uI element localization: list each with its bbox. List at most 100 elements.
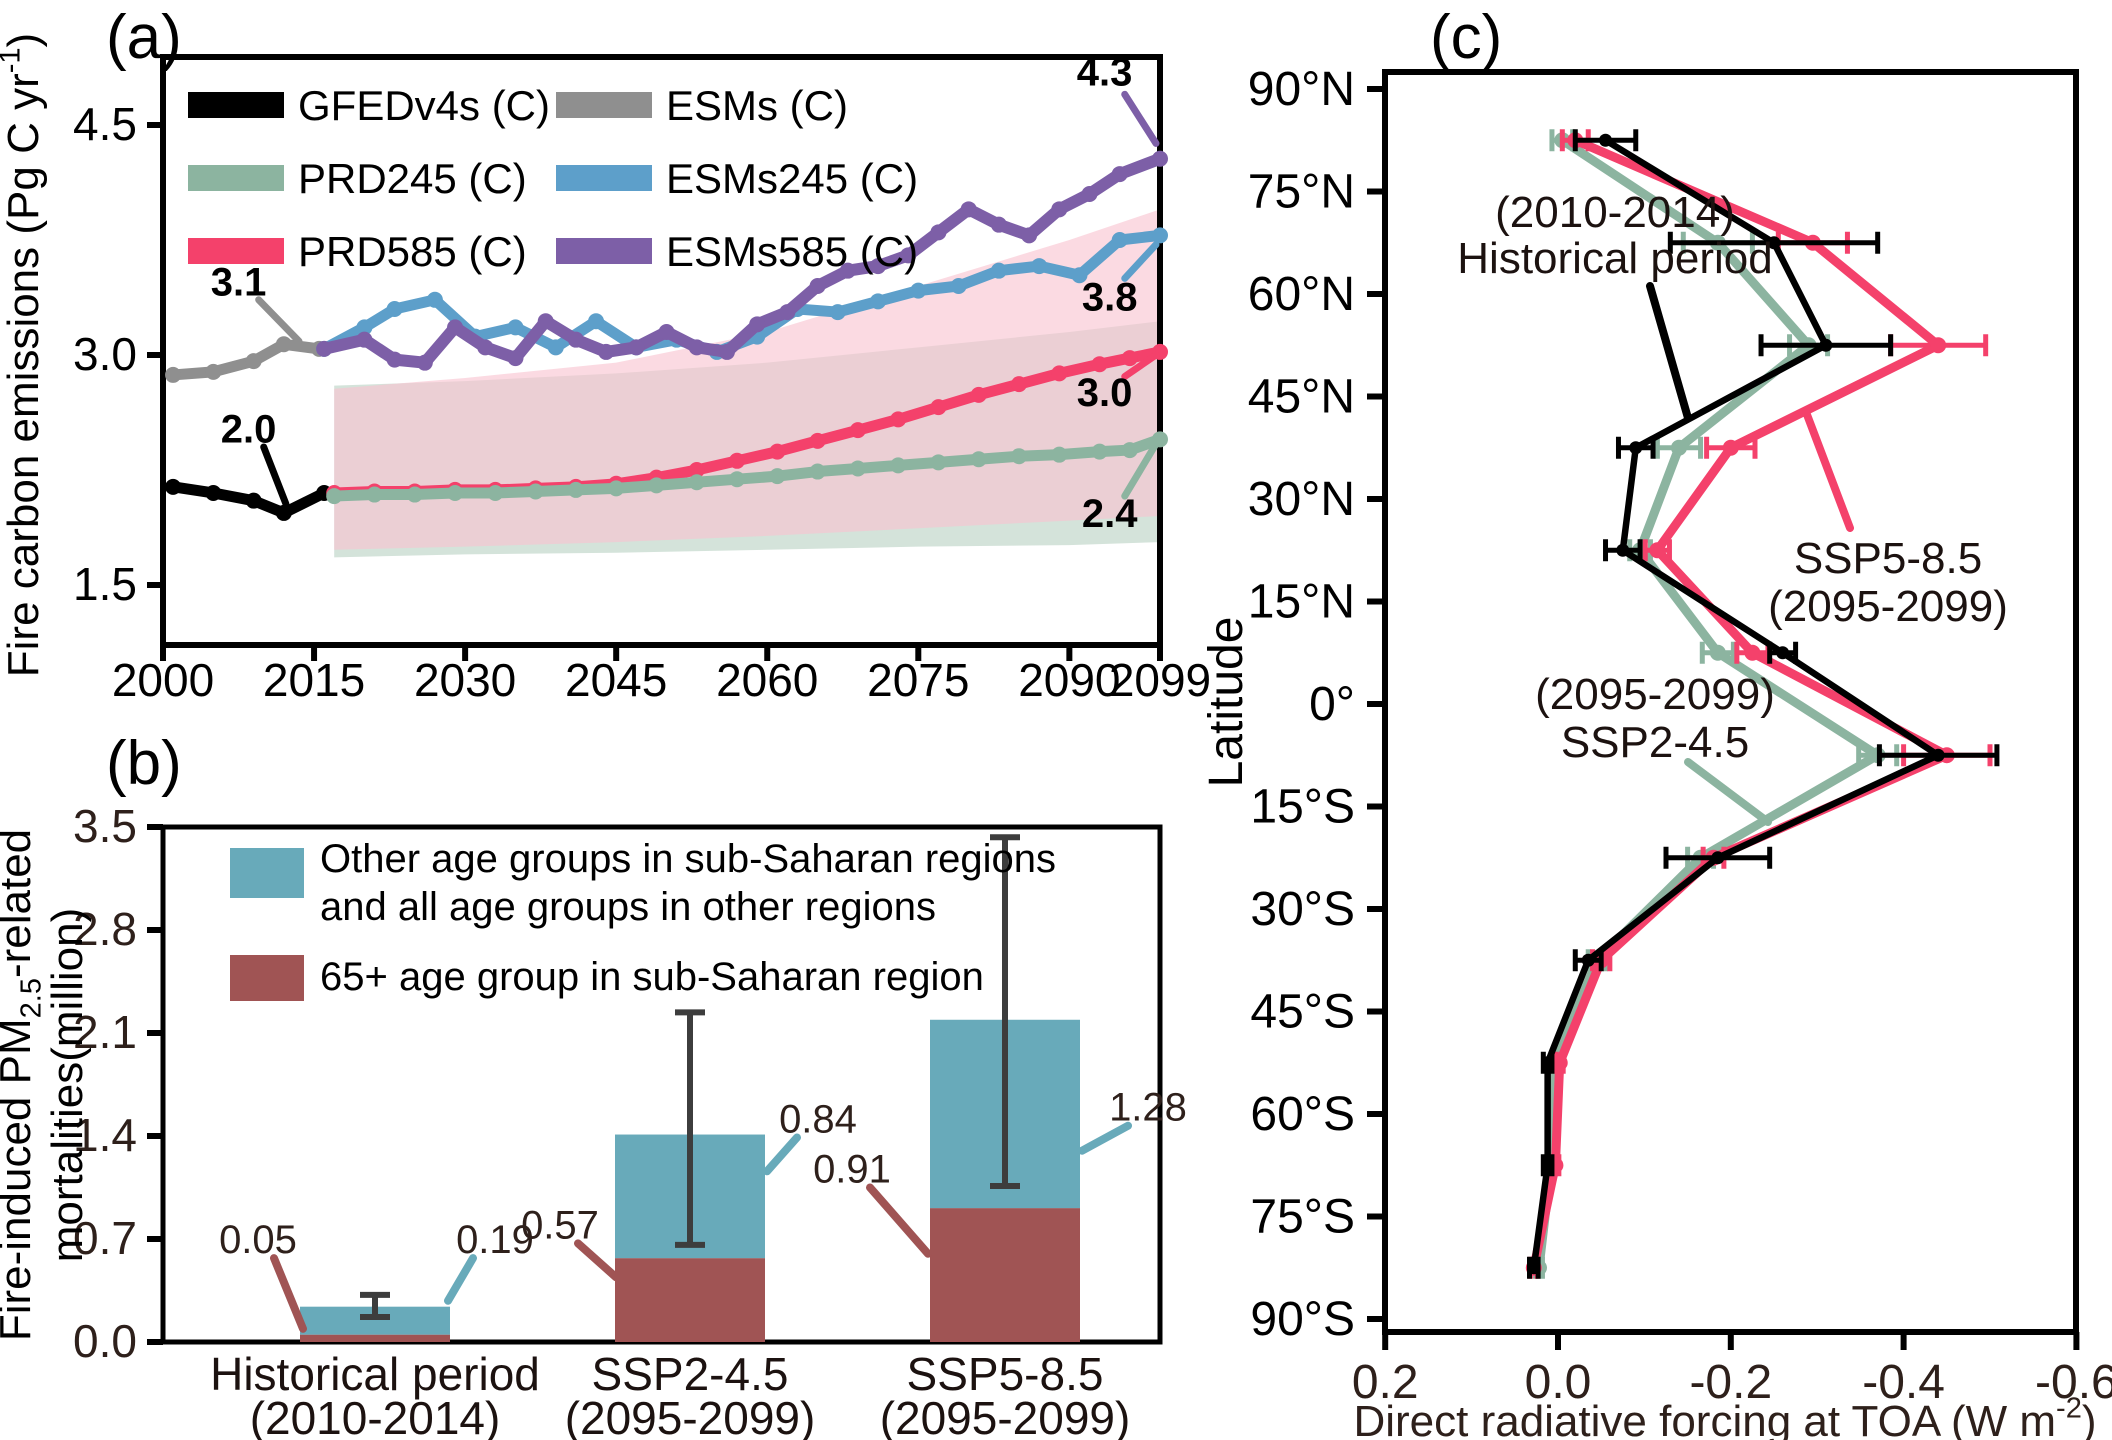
panel-c-point-historical-period-2010-2014 — [1767, 236, 1781, 250]
panel-a-xtick-label: 2000 — [112, 654, 214, 706]
panel-c-point-historical-period-2010-2014 — [1527, 1261, 1541, 1275]
panel-a-point-gfedv4s-c — [165, 478, 182, 495]
panel-a-ytick-label: 1.5 — [73, 558, 137, 610]
panel-a-point-gfedv4s-c — [205, 484, 222, 501]
panel-c-ytick-label: 90°N — [1248, 63, 1355, 116]
panel-c-point-ssp5-8-5-2095-2099 — [1649, 542, 1666, 559]
panel-c-annotation-connector — [1802, 408, 1854, 532]
panel-a-series-esms585-c — [316, 150, 1168, 371]
panel-a-point-esms585-c — [1021, 227, 1038, 244]
panel-a-point-esms585-c — [386, 351, 403, 368]
panel-a-point-esms245-c — [990, 262, 1007, 279]
panel-a-point-prd245-c — [970, 451, 987, 468]
panel-b-bar-group-historical-period — [300, 1291, 450, 1342]
panel-a-annotation-text-3-0: 3.0 — [1077, 371, 1133, 415]
panel-b-category-label-line1: SSP2-4.5 — [592, 1348, 789, 1400]
panel-c-point-ssp5-8-5-2095-2099 — [1744, 644, 1761, 661]
panel-c-ytick-label: 60°S — [1250, 1088, 1355, 1141]
panel-a-annotation-3-1: 3.1 — [211, 260, 303, 345]
panel-a-point-esms245-c — [829, 304, 846, 321]
panel-a-point-gfedv4s-c — [245, 492, 262, 509]
panel-b-bar-65plus — [930, 1208, 1080, 1342]
panel-c-annotation-connector — [1646, 282, 1692, 422]
panel-a-point-esms585-c — [598, 343, 615, 360]
panel-b-legend-swatch-65plus — [230, 955, 304, 1001]
panel-a-point-esms245-c — [910, 282, 927, 299]
panel-a-annotation-4-3: 4.3 — [1077, 50, 1160, 147]
panel-b-bar-65plus — [300, 1334, 450, 1342]
panel-b-value-connector-0-19 — [444, 1254, 477, 1305]
panel-b-category-label-line2: (2095-2099) — [565, 1392, 816, 1440]
panel-a-annotation-line-3-8 — [1121, 241, 1160, 282]
panel-a-point-esms585-c — [809, 278, 826, 295]
panel-a-point-prd245-c — [527, 483, 544, 500]
panel-a-point-esms-c — [275, 336, 292, 353]
panel-a-legend-label-esms-c: ESMs (C) — [666, 82, 848, 129]
panel-a-point-esms585-c — [447, 319, 464, 336]
panel-a-point-prd245-c — [1121, 442, 1138, 459]
panel-a-point-esms245-c — [950, 278, 967, 295]
panel-c-letter: (c) — [1430, 3, 1503, 72]
panel-a-point-prd245-c — [809, 463, 826, 480]
panel-a-annotation-3-8: 3.8 — [1082, 241, 1160, 320]
panel-a-legend-item-esms-c: ESMs (C) — [556, 82, 848, 129]
panel-c-point-historical-period-2010-2014 — [1711, 851, 1725, 865]
panel-c-xtick-label: -0.6 — [2035, 1356, 2112, 1409]
panel-c-ytick-label: 45°N — [1248, 371, 1355, 424]
panel-b-legend-swatch-other — [230, 848, 304, 898]
panel-a-line-prd245-c — [328, 433, 1166, 502]
panel-c-ytick-label: 15°S — [1250, 781, 1355, 834]
panel-a-legend-swatch-prd245-c — [188, 165, 284, 191]
panel-a-annotation-text-3-8: 3.8 — [1082, 276, 1138, 320]
panel-c-annotation-ssp5-8-5-2095-2099: SSP5-8.5(2095-2099) — [1768, 408, 2008, 631]
panel-a-legend-swatch-esms585-c — [556, 238, 652, 264]
panel-a-point-esms-c — [205, 363, 222, 380]
panel-a-legend-item-esms245-c: ESMs245 (C) — [556, 155, 918, 202]
panel-a-point-gfedv4s-c — [275, 504, 292, 521]
panel-c-annotation-text: (2010-2014) — [1495, 188, 1735, 237]
panel-a-point-prd245-c — [447, 484, 464, 501]
panel-b-legend-65plus-line1: 65+ age group in sub-Saharan region — [320, 955, 984, 999]
panel-c-y-axis-title: Latitude — [1200, 617, 1253, 788]
panel-a-xtick-label: 2075 — [867, 654, 969, 706]
panel-c-ytick-label: 30°N — [1248, 473, 1355, 526]
panel-b-ytick-label: 0.7 — [73, 1212, 137, 1264]
panel-a-legend-label-esms585-c: ESMs585 (C) — [666, 228, 918, 275]
panel-a-ytick-label: 3.0 — [73, 328, 137, 380]
panel-c-annotation-2095-2099-ssp2-4-5: (2095-2099)SSP2-4.5 — [1535, 670, 1775, 826]
panel-a-point-prd245-c — [406, 486, 423, 503]
panel-c-point-historical-period-2010-2014 — [1931, 748, 1945, 762]
panel-a-point-prd245-c — [326, 488, 343, 505]
panel-a-annotation-2-4: 2.4 — [1082, 440, 1160, 536]
panel-b-letter: (b) — [106, 729, 182, 798]
panel-c-xtick-label: 0.2 — [1352, 1356, 1419, 1409]
panel-a-point-esms585-c — [1111, 166, 1128, 183]
panel-b-value-text-0-57: 0.57 — [521, 1203, 599, 1247]
panel-a-point-prd585-c — [809, 432, 826, 449]
panel-a-xtick-label: 2030 — [414, 654, 516, 706]
panel-a-point-prd585-c — [890, 411, 907, 428]
panel-b-value-1-28: 1.28 — [1078, 1086, 1187, 1155]
panel-a-point-prd245-c — [729, 471, 746, 488]
panel-b-legend-other-line2: and all age groups in other regions — [320, 885, 936, 929]
panel-a-point-esms585-c — [990, 216, 1007, 233]
panel-a-point-esms-c — [165, 366, 182, 383]
panel-a-legend-label-esms245-c: ESMs245 (C) — [666, 155, 918, 202]
panel-b-category-label-line1: SSP5-8.5 — [907, 1348, 1104, 1400]
panel-a-y-axis-title: Fire carbon emissions (Pg C yr-1) — [0, 33, 48, 677]
panel-a-point-esms245-c — [356, 319, 373, 336]
panel-c-annotation-2010-2014-historical-period: (2010-2014)Historical period — [1457, 188, 1773, 422]
panel-a-point-esms245-c — [426, 291, 443, 308]
panel-b: 0.0 0.7 1.4 2.1 2.8 3.5 Fire-induced PM2.5-rel… — [0, 800, 1187, 1440]
panel-a-xtick-label: 2099 — [1109, 654, 1211, 706]
panel-b-ytick-label: 0.0 — [73, 1315, 137, 1367]
panel-a-legend-swatch-esms245-c — [556, 165, 652, 191]
panel-a-annotation-line-2-4 — [1121, 440, 1160, 500]
panel-a-point-esms585-c — [718, 343, 735, 360]
panel-a-annotation-text-4-3: 4.3 — [1077, 50, 1133, 94]
panel-c-xtick-label: -0.4 — [1862, 1356, 1945, 1409]
panel-a-point-esms585-c — [628, 339, 645, 356]
panel-a-series-prd245-c — [326, 431, 1168, 505]
panel-b-bar-65plus — [615, 1258, 765, 1342]
panel-a-point-esms585-c — [316, 340, 333, 357]
